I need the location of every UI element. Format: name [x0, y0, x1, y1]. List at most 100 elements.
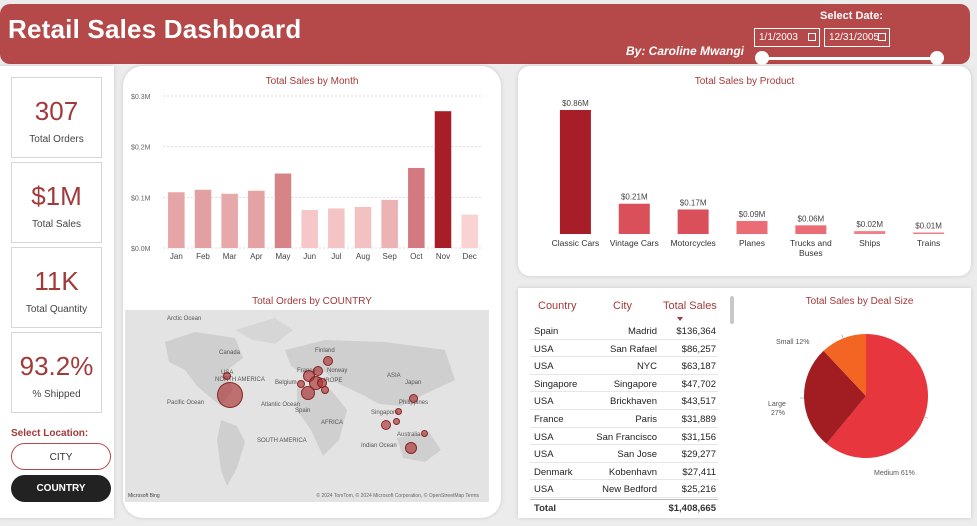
- month-bar[interactable]: [354, 206, 372, 248]
- date-slider-end-handle[interactable]: [930, 51, 944, 65]
- cell-city: NYC: [636, 361, 657, 373]
- data-label: $0.02M: [856, 220, 883, 229]
- pie-slice-small[interactable]: [823, 334, 866, 396]
- cell-total-sales: $86,257: [681, 343, 716, 355]
- chart-title: Total Sales by Deal Size: [805, 296, 914, 307]
- x-tick-label: Dec: [463, 252, 477, 261]
- map-label: EUROPE: [317, 378, 343, 384]
- col-header-city[interactable]: City: [613, 300, 632, 312]
- month-bar[interactable]: [248, 190, 265, 248]
- cell-country: USA: [534, 431, 554, 443]
- map-label: Australia: [397, 432, 421, 438]
- month-bar[interactable]: [221, 193, 238, 248]
- kpi-percent-shipped: 93.2% % Shipped: [11, 332, 102, 413]
- x-tick-label: Feb: [196, 252, 210, 261]
- month-bar[interactable]: [301, 210, 318, 248]
- cell-city: Kobenhavn: [608, 466, 657, 478]
- calendar-icon[interactable]: [878, 33, 886, 41]
- product-bar[interactable]: [618, 203, 650, 234]
- product-bar[interactable]: [913, 232, 945, 235]
- kpi-value: 11K: [34, 266, 79, 296]
- date-filter-label: Select Date:: [820, 10, 883, 22]
- y-tick-label: $0.2M: [131, 145, 151, 152]
- product-bar[interactable]: [559, 110, 591, 234]
- x-tick-label: Oct: [410, 252, 423, 261]
- chart-title: Total Sales by Product: [694, 76, 795, 87]
- table-row[interactable]: USA NYC $63,187: [530, 357, 718, 375]
- cell-country: Singapore: [534, 378, 578, 390]
- month-bar[interactable]: [274, 173, 292, 248]
- map-bubble-finland[interactable]: [323, 356, 333, 366]
- col-header-country[interactable]: Country: [538, 300, 577, 312]
- kpi-label: Total Quantity: [25, 304, 88, 315]
- map-bubble-australia[interactable]: [405, 442, 417, 454]
- map-bubble-spain[interactable]: [301, 386, 315, 400]
- map-bubble[interactable]: [321, 386, 329, 394]
- map-label: Philippines: [399, 400, 429, 406]
- product-bar[interactable]: [677, 209, 709, 234]
- map-bubble[interactable]: [421, 430, 428, 437]
- table-row[interactable]: Spain Madrid $136,364: [530, 322, 718, 340]
- city-button[interactable]: CITY: [11, 443, 111, 470]
- map-bubble-norway[interactable]: [313, 366, 323, 376]
- month-bar[interactable]: [194, 189, 212, 248]
- table-row[interactable]: USA San Francisco $31,156: [530, 428, 718, 446]
- x-tick-label: Nov: [436, 252, 450, 261]
- map-attribution[interactable]: © 2024 TomTom, © 2024 Microsoft Corporat…: [316, 493, 479, 499]
- data-label: $0.21M: [621, 193, 648, 202]
- col-header-total-sales[interactable]: Total Sales: [663, 300, 717, 312]
- country-button[interactable]: COUNTRY: [11, 475, 111, 502]
- start-date-input[interactable]: 1/1/2003: [754, 28, 820, 47]
- map-bubble[interactable]: [393, 418, 400, 425]
- end-date-input[interactable]: 12/31/2005: [824, 28, 890, 47]
- map-bubble[interactable]: [223, 372, 231, 380]
- pie-slice-large[interactable]: [804, 350, 866, 444]
- kpi-total-orders: 307 Total Orders: [11, 77, 102, 158]
- x-tick-label: Trucks and: [790, 238, 832, 248]
- location-filter-label: Select Location:: [11, 428, 89, 439]
- kpi-label: % Shipped: [32, 389, 81, 400]
- date-slider-start-handle[interactable]: [755, 51, 769, 65]
- x-tick-label: Trains: [917, 238, 940, 248]
- month-bar[interactable]: [328, 208, 345, 248]
- data-label: $0.06M: [798, 214, 825, 223]
- map-bubble-singapore[interactable]: [381, 420, 391, 430]
- map-bubble-japan[interactable]: [409, 394, 418, 403]
- sort-desc-icon[interactable]: [677, 317, 683, 321]
- map-bubble-philippines[interactable]: [395, 408, 402, 415]
- map-label: Pacific Ocean: [167, 400, 205, 406]
- table-row[interactable]: USA San Jose $29,277: [530, 445, 718, 463]
- y-tick-label: $0.3M: [131, 94, 151, 101]
- table-row[interactable]: USA New Bedford $25,216: [530, 480, 718, 498]
- product-bar[interactable]: [736, 221, 768, 234]
- table-total-row: Total $1,408,665: [530, 499, 718, 515]
- sales-by-product-card: Total Sales by Product $0.86M Classic Car…: [518, 66, 971, 276]
- date-slider-track[interactable]: [762, 57, 938, 60]
- month-bar[interactable]: [168, 192, 185, 248]
- table-row[interactable]: France Paris $31,889: [530, 410, 718, 428]
- month-bar[interactable]: [461, 214, 478, 248]
- table-row[interactable]: USA Brickhaven $43,517: [530, 392, 718, 410]
- table-and-pie-card: Country City Total Sales Spain Madrid $136…: [518, 288, 971, 518]
- month-bar[interactable]: [408, 167, 425, 248]
- cell-total-sales: $43,517: [681, 396, 716, 408]
- table-row[interactable]: Denmark Kobenhavn $27,411: [530, 463, 718, 481]
- leader-line: [924, 416, 929, 419]
- month-bar-chart: $0.0M $0.1M $0.2M $0.3M Jan Feb Mar Apr May Jun Ju…: [131, 94, 483, 261]
- table-row[interactable]: Singapore Singapore $47,702: [530, 375, 718, 393]
- table-scrollbar[interactable]: [730, 296, 734, 324]
- x-tick-label: Buses: [799, 248, 823, 258]
- product-bar[interactable]: [795, 225, 827, 234]
- y-tick-label: $0.1M: [131, 195, 151, 202]
- map-bubble[interactable]: [297, 380, 305, 388]
- cell-city: Madrid: [627, 326, 657, 337]
- pie-slice-medium[interactable]: [826, 334, 928, 458]
- month-bar[interactable]: [434, 111, 452, 248]
- month-bar[interactable]: [381, 199, 398, 248]
- calendar-icon[interactable]: [808, 33, 816, 41]
- world-map[interactable]: Arctic Ocean Canada USA NORTH AMERICA Pa…: [125, 310, 489, 502]
- data-label: $0.17M: [680, 198, 707, 207]
- product-bar[interactable]: [854, 231, 886, 234]
- table-row[interactable]: USA San Rafael $86,257: [530, 340, 718, 358]
- map-bubble-usa[interactable]: [217, 382, 243, 408]
